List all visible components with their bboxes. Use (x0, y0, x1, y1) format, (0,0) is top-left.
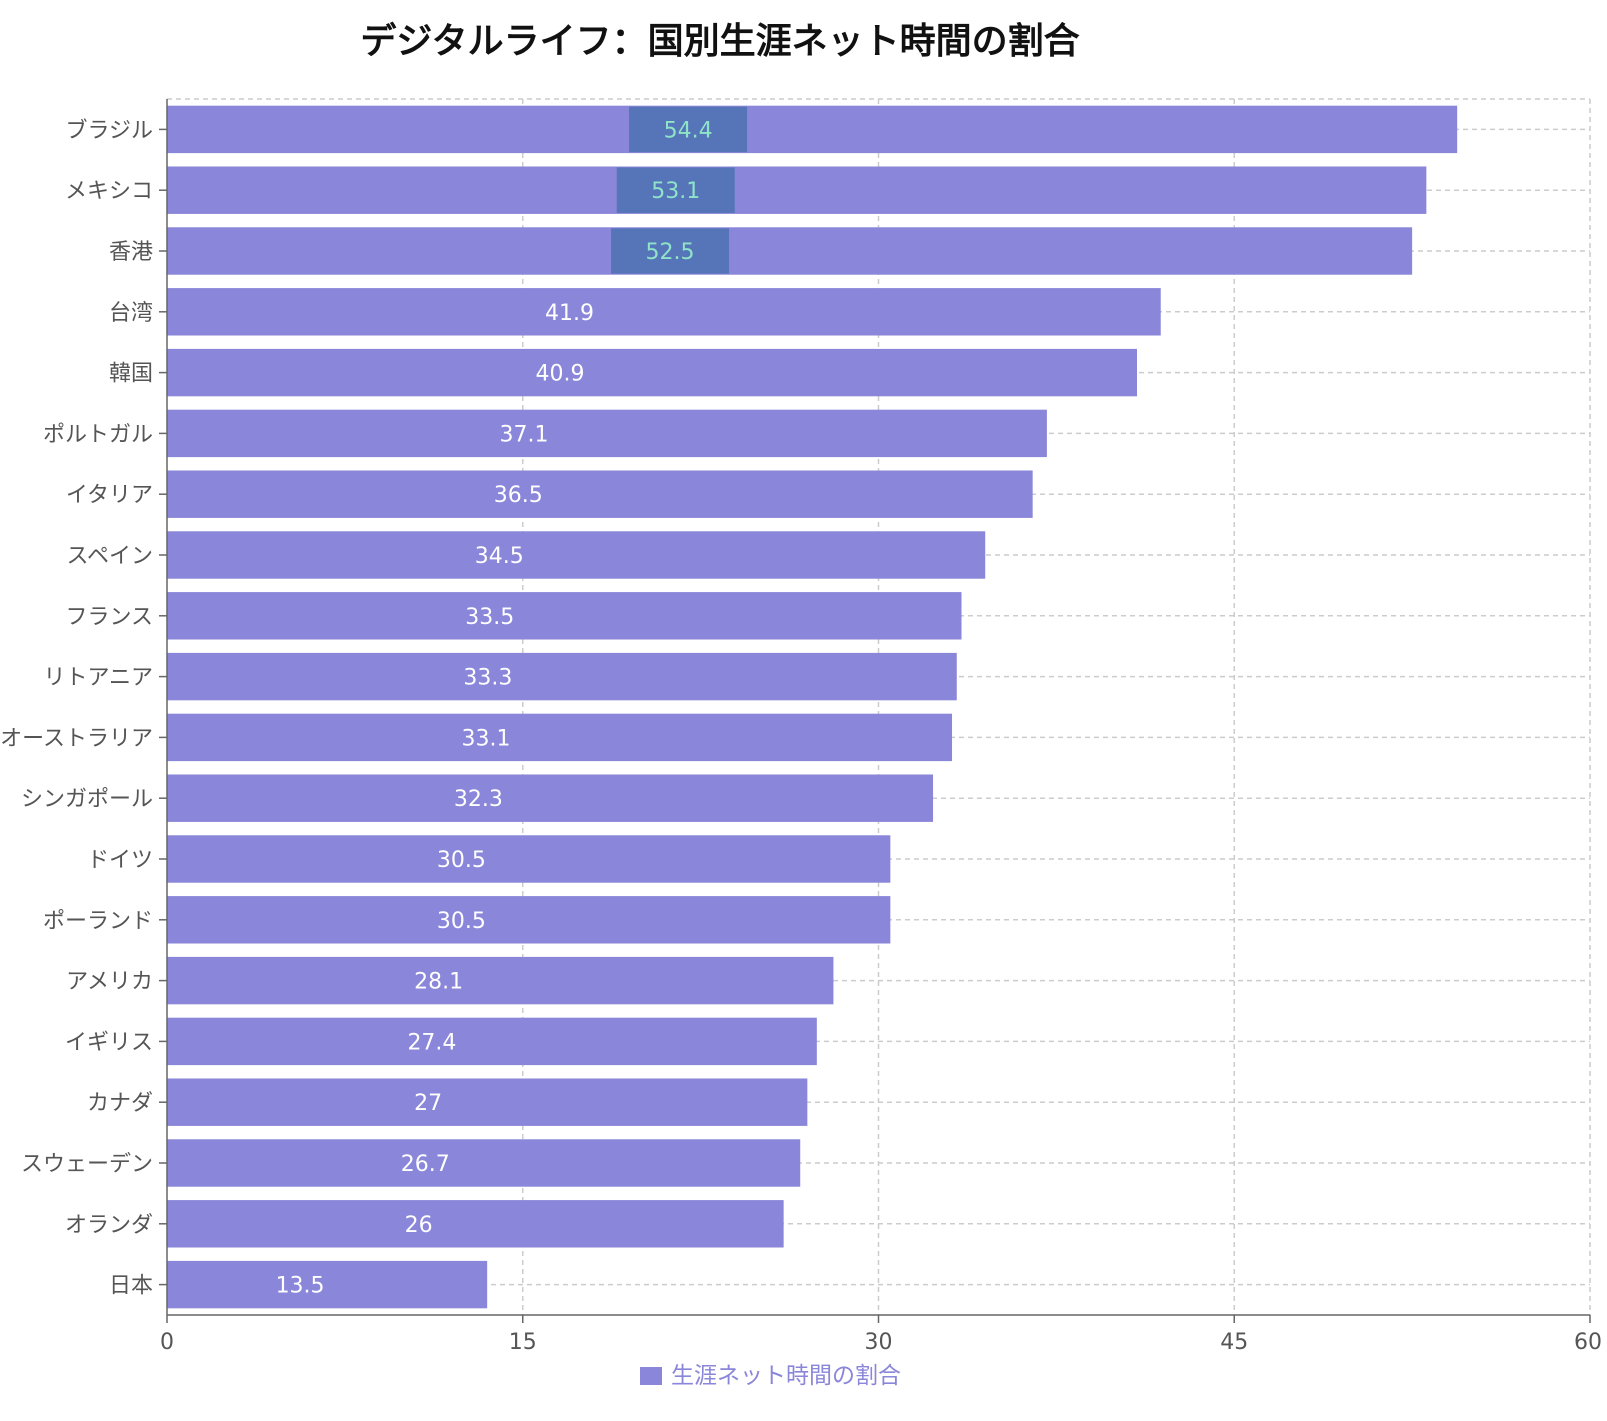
bar-value-label: 53.1 (651, 179, 700, 204)
bars: 54.4 53.1 52.5 41.9 40.9 37.1 36.5 34.5 33.5 33.3… (167, 105, 1458, 1309)
bar-label-highlight-box (616, 167, 735, 213)
bar-6[interactable] (167, 470, 1033, 518)
bar-8[interactable] (167, 592, 962, 640)
bar-value-label: 36.5 (494, 483, 543, 508)
chart-title: デジタルライフ：国別生涯ネット時間の割合 (360, 20, 1079, 62)
bar-3[interactable] (167, 288, 1161, 336)
bar-9[interactable] (167, 652, 957, 701)
bar-value-label: 54.4 (664, 118, 713, 143)
bar-10[interactable] (167, 713, 953, 762)
category-label: 韓国 (109, 362, 153, 387)
category-label: オーストラリア (0, 726, 153, 751)
bar-label-highlight-box (629, 106, 748, 153)
category-label: スウェーデン (21, 1152, 153, 1177)
legend-label[interactable]: 生涯ネット時間の割合 (671, 1363, 901, 1389)
x-tick-label: 0 (160, 1330, 174, 1355)
bar-19[interactable] (167, 1260, 488, 1309)
bar-value-label: 37.1 (499, 422, 548, 447)
category-label: スペイン (67, 544, 153, 569)
category-label: イギリス (65, 1030, 153, 1055)
bar-label-highlight-box (611, 228, 730, 274)
bar-value-label: 28.1 (414, 970, 463, 995)
legend[interactable]: 生涯ネット時間の割合 (640, 1363, 901, 1389)
x-tick-label: 60 (1574, 1330, 1602, 1355)
bar-value-label: 41.9 (545, 301, 594, 326)
x-tick-label: 15 (509, 1330, 537, 1355)
bar-0[interactable] (167, 105, 1458, 154)
category-label: ブラジル (65, 118, 153, 143)
bar-value-label: 33.1 (462, 726, 511, 751)
bar-2[interactable] (167, 227, 1413, 275)
bar-value-label: 34.5 (475, 544, 524, 569)
bar-value-label: 26 (405, 1213, 433, 1238)
bar-value-label: 52.5 (646, 240, 695, 265)
bar-12[interactable] (167, 835, 891, 883)
category-label: ポルトガル (43, 422, 153, 447)
axes: ブラジルメキシコ香港台湾韓国ポルトガルイタリアスペインフランスリトアニアオースト… (0, 99, 1602, 1355)
category-label: ドイツ (87, 848, 153, 873)
bar-18[interactable] (167, 1200, 784, 1248)
category-label: シンガポール (21, 787, 153, 812)
bar-value-label: 33.3 (463, 666, 512, 691)
bar-value-label: 27.4 (407, 1030, 456, 1055)
bar-value-label: 30.5 (437, 848, 486, 873)
category-label: カナダ (87, 1091, 153, 1116)
category-label: アメリカ (66, 970, 153, 995)
x-tick-label: 30 (865, 1330, 893, 1355)
category-label: 日本 (109, 1274, 153, 1299)
bar-15[interactable] (167, 1017, 817, 1066)
category-label: ポーランド (43, 909, 153, 934)
category-label: 台湾 (109, 301, 153, 326)
grid-lines (167, 98, 1591, 1315)
bar-value-label: 13.5 (276, 1274, 325, 1299)
bar-5[interactable] (167, 409, 1047, 458)
x-tick-label: 45 (1220, 1330, 1248, 1355)
category-label: メキシコ (65, 179, 153, 204)
category-label: フランス (65, 605, 153, 630)
bar-value-label: 26.7 (401, 1152, 450, 1177)
category-label: 香港 (109, 240, 153, 265)
bar-14[interactable] (167, 956, 834, 1005)
bar-11[interactable] (167, 774, 934, 822)
bar-value-label: 33.5 (465, 605, 514, 630)
bar-13[interactable] (167, 896, 891, 944)
legend-swatch[interactable] (640, 1367, 662, 1385)
category-label: オランダ (65, 1213, 153, 1238)
category-label: イタリア (66, 483, 153, 508)
bar-value-label: 30.5 (437, 909, 486, 934)
bar-16[interactable] (167, 1078, 808, 1126)
bar-1[interactable] (167, 166, 1427, 214)
category-label: リトアニア (43, 666, 153, 691)
bar-value-label: 27 (414, 1091, 442, 1116)
bar-4[interactable] (167, 348, 1138, 397)
bar-7[interactable] (167, 531, 986, 579)
bar-value-label: 32.3 (454, 787, 503, 812)
bar-17[interactable] (167, 1139, 801, 1187)
bar-value-label: 40.9 (536, 362, 585, 387)
